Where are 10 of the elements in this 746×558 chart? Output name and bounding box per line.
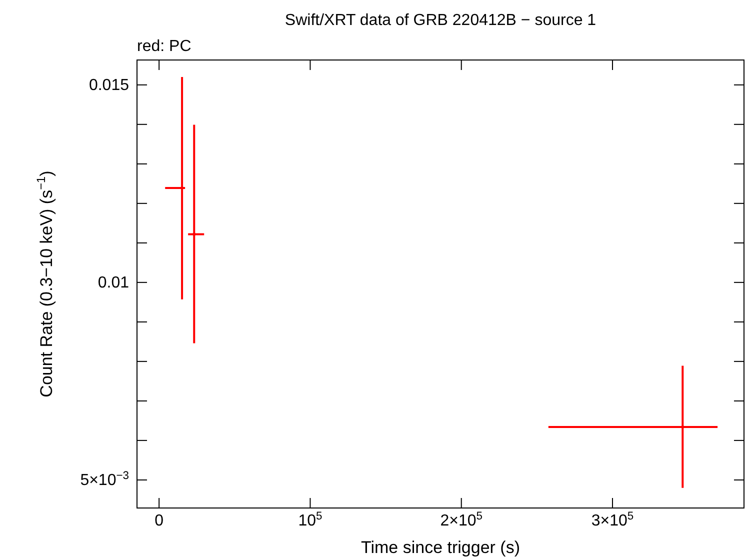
y-tick-label: 0.01: [98, 274, 130, 292]
x-tick-label: 3×10$^{5}$: [591, 510, 634, 530]
y-tick-label: 0.015: [88, 77, 130, 94]
y-tick-label: 5×10$^{−3}$: [80, 470, 129, 490]
chart-title: Swift/XRT data of GRB 220412B − source 1: [284, 12, 596, 29]
x-tick-label: 2×10$^{5}$: [440, 510, 482, 530]
x-axis-title: Time since trigger (s): [360, 538, 520, 557]
x-tick-label: 10$^{5}$: [298, 510, 322, 530]
chart-subtitle: red: PC: [137, 38, 192, 55]
x-tick-label: 0: [154, 512, 164, 530]
